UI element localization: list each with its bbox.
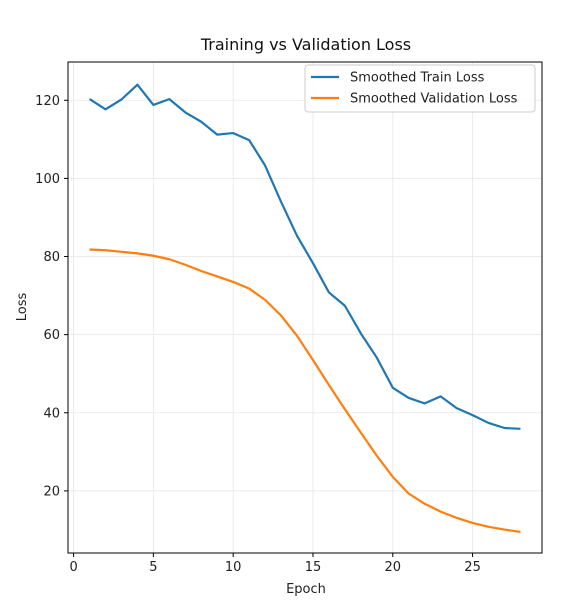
legend-label: Smoothed Train Loss bbox=[350, 71, 485, 86]
legend-box bbox=[304, 64, 536, 113]
y-tick-label: 120 bbox=[35, 94, 60, 109]
y-tick-label: 100 bbox=[35, 172, 60, 187]
y-tick-label: 20 bbox=[43, 484, 60, 499]
x-tick-label: 25 bbox=[464, 560, 481, 575]
chart-title: Training vs Validation Loss bbox=[200, 35, 411, 54]
x-axis-label: Epoch bbox=[286, 582, 326, 597]
legend: Smoothed Train Loss Smoothed Validation L… bbox=[304, 64, 536, 113]
y-tick-label: 60 bbox=[43, 328, 60, 343]
series-line-1 bbox=[89, 248, 521, 533]
x-tick-label: 0 bbox=[69, 560, 77, 575]
y-axis-label: Loss bbox=[15, 293, 30, 322]
axis-ticks: 0 5 10 15 20 25 20 40 60 80 100 120 bbox=[35, 94, 481, 575]
y-tick-label: 80 bbox=[43, 250, 60, 265]
x-tick-label: 15 bbox=[305, 560, 322, 575]
legend-label: Smoothed Validation Loss bbox=[350, 92, 518, 107]
series-line-0 bbox=[88, 83, 521, 430]
x-tick-label: 10 bbox=[225, 560, 242, 575]
grid bbox=[68, 62, 542, 553]
y-tick-label: 40 bbox=[43, 406, 60, 421]
x-tick-label: 20 bbox=[385, 560, 402, 575]
series-lines bbox=[88, 83, 521, 533]
plot-area-frame bbox=[67, 61, 543, 554]
x-tick-label: 5 bbox=[149, 560, 157, 575]
